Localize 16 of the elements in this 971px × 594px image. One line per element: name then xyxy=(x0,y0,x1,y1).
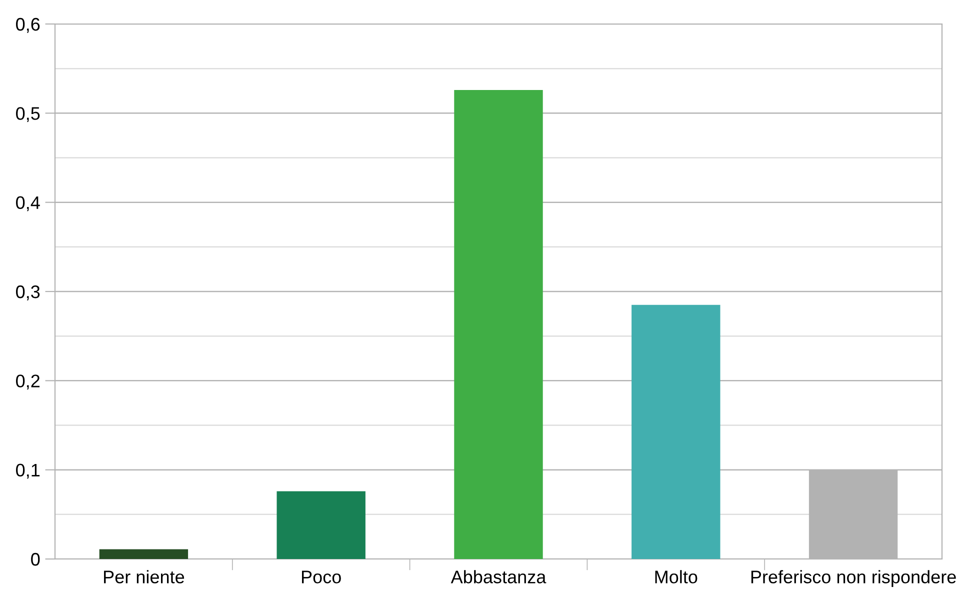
bar xyxy=(454,90,543,559)
y-tick-label: 0,5 xyxy=(16,107,40,122)
bar xyxy=(632,304,720,559)
y-tick-label: 0,4 xyxy=(16,196,40,212)
y-tick-label: 0,3 xyxy=(16,285,40,300)
y-tick-label: 0,2 xyxy=(16,374,40,390)
bar xyxy=(99,549,188,559)
x-tick-label: Per niente xyxy=(104,570,184,584)
x-tick-label: Poco xyxy=(302,570,341,584)
x-tick-label: Preferisco non rispondere xyxy=(751,570,956,587)
bar xyxy=(276,491,366,559)
y-tick-label: 0 xyxy=(31,552,40,566)
y-tick-label: 0,6 xyxy=(16,18,40,33)
x-tick-label: Molto xyxy=(655,570,698,584)
x-tick-label: Abbastanza xyxy=(450,570,546,584)
y-tick-label: 0,1 xyxy=(16,464,40,479)
